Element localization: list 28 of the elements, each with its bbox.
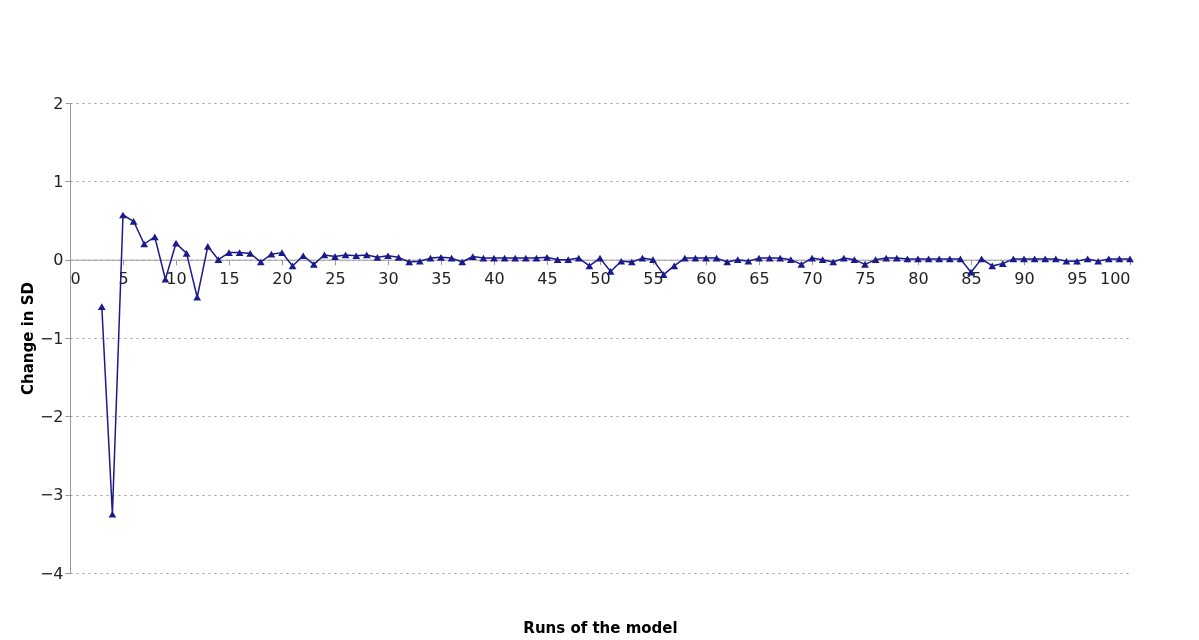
y-tick-label: 2 (53, 93, 64, 113)
x-tick-label: 60 (696, 269, 717, 289)
x-tick-label: 100 (1099, 269, 1131, 289)
x-tick-label: 55 (643, 269, 664, 289)
x-tick-label: 20 (272, 269, 293, 289)
x-tick-label: 10 (166, 269, 187, 289)
x-tick-label: 45 (537, 269, 558, 289)
x-tick-label: 95 (1067, 269, 1088, 289)
x-tick-label: 80 (908, 269, 929, 289)
y-tick-label: 0 (53, 250, 64, 270)
y-tick-label: 1 (53, 171, 64, 191)
x-tick-label: 75 (855, 269, 876, 289)
x-tick-label: 40 (484, 269, 505, 289)
x-tick-label: 50 (590, 269, 611, 289)
y-tick-label: −3 (39, 485, 64, 505)
x-tick-label: 25 (325, 269, 346, 289)
x-axis-title: Runs of the model (523, 618, 678, 637)
x-tick-label: 30 (378, 269, 399, 289)
y-tick-label: −1 (39, 328, 64, 348)
x-tick-label: 65 (749, 269, 770, 289)
x-tick-label: 35 (431, 269, 452, 289)
y-axis-title: Change in SD (18, 282, 37, 395)
y-tick-label: −4 (39, 563, 64, 583)
x-tick-label: 0 (70, 269, 81, 289)
y-tick-label: −2 (39, 406, 64, 426)
x-tick-label: 70 (802, 269, 823, 289)
x-tick-label: 15 (219, 269, 240, 289)
x-tick-label: 90 (1014, 269, 1035, 289)
